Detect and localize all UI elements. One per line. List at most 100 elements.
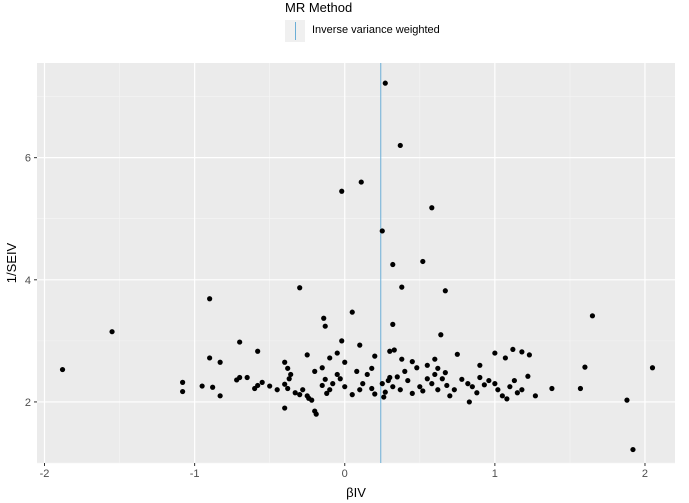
data-point <box>372 391 378 397</box>
x-axis-title: βIV <box>346 485 366 500</box>
x-axis-ticks: -2 -1 0 1 2 <box>40 463 648 480</box>
data-point <box>432 356 438 362</box>
data-point <box>288 371 294 378</box>
data-point <box>394 374 400 380</box>
data-point <box>313 411 319 417</box>
x-tick-label: -2 <box>40 468 50 480</box>
data-point <box>526 352 532 358</box>
data-point <box>510 346 516 353</box>
data-point <box>465 381 471 387</box>
data-point <box>442 288 448 294</box>
data-point <box>322 376 328 382</box>
data-point <box>399 284 405 290</box>
data-point <box>319 365 325 371</box>
data-point <box>285 365 291 371</box>
legend-label-ivw: Inverse variance weighted <box>312 24 440 36</box>
data-point <box>486 377 492 384</box>
data-point <box>292 390 298 396</box>
data-point <box>285 385 291 392</box>
data-point <box>282 359 288 365</box>
data-point <box>334 350 340 356</box>
data-point <box>309 397 315 403</box>
data-point <box>432 371 438 378</box>
data-point <box>59 366 66 373</box>
data-point <box>180 388 186 395</box>
data-point <box>442 370 448 376</box>
legend-title: MR Method <box>285 0 353 15</box>
data-point <box>514 390 520 396</box>
data-point <box>435 387 441 393</box>
data-point <box>357 387 363 393</box>
data-point <box>511 377 517 384</box>
data-point <box>319 382 325 389</box>
data-point <box>589 313 596 319</box>
data-point <box>502 355 508 361</box>
data-point <box>549 385 555 392</box>
data-point <box>274 387 280 393</box>
data-point <box>387 374 393 381</box>
data-point <box>282 381 288 387</box>
data-point <box>304 352 310 358</box>
data-point <box>499 393 505 399</box>
x-tick-label: -1 <box>190 468 200 480</box>
data-point <box>237 339 243 345</box>
data-point <box>402 368 408 374</box>
data-point <box>297 392 303 398</box>
data-point <box>417 384 423 390</box>
data-point <box>255 348 261 354</box>
data-point <box>435 365 441 371</box>
data-point <box>369 385 375 392</box>
data-point <box>327 355 333 361</box>
data-point <box>334 371 340 378</box>
data-point <box>519 387 525 393</box>
data-point <box>321 315 327 321</box>
data-point <box>379 228 385 234</box>
data-point <box>364 371 370 378</box>
data-point <box>330 381 336 387</box>
data-point <box>342 359 348 365</box>
data-point <box>217 359 223 365</box>
data-point <box>409 390 415 396</box>
data-point <box>267 383 273 389</box>
data-point <box>409 359 415 365</box>
data-point <box>397 387 403 393</box>
data-point <box>492 381 498 387</box>
data-point <box>109 329 115 335</box>
data-point <box>424 362 430 368</box>
data-point <box>382 80 388 86</box>
data-point <box>525 373 531 379</box>
data-point <box>532 393 538 399</box>
data-point <box>207 296 213 302</box>
data-point <box>379 381 385 387</box>
data-point <box>339 338 345 344</box>
data-point <box>259 379 265 385</box>
data-point <box>382 389 388 395</box>
data-point <box>507 384 513 390</box>
data-point <box>624 397 630 403</box>
data-point <box>322 323 328 329</box>
data-point <box>369 365 375 371</box>
y-tick-label: 6 <box>25 153 31 165</box>
data-point <box>481 382 487 388</box>
data-point <box>391 347 397 353</box>
data-point <box>207 355 213 361</box>
data-point <box>519 349 525 355</box>
y-tick-label: 2 <box>25 397 31 409</box>
data-point <box>349 392 355 398</box>
x-tick-label: 2 <box>642 468 648 480</box>
data-point <box>477 374 483 381</box>
data-point <box>339 188 345 194</box>
data-point <box>399 356 405 362</box>
data-point <box>180 379 186 385</box>
data-point <box>466 399 472 405</box>
data-point <box>397 142 403 149</box>
data-point <box>381 394 387 400</box>
data-point <box>327 387 333 393</box>
x-tick-label: 1 <box>492 468 498 480</box>
data-point <box>630 446 636 453</box>
data-point <box>459 376 465 382</box>
data-point <box>237 374 243 381</box>
data-point <box>420 388 426 394</box>
legend: MR Method Inverse variance weighted <box>285 0 485 44</box>
